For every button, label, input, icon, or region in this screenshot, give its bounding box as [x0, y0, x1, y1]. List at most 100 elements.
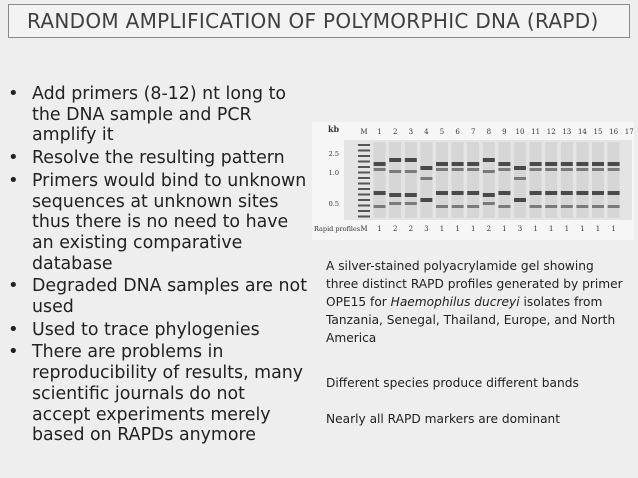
gel-band [420, 177, 433, 180]
gel-profile-label: M [360, 225, 367, 233]
gel-lane-smear [373, 142, 386, 218]
gel-profile-label: 1 [502, 225, 506, 233]
gel-band [404, 193, 417, 197]
gel-profile-label: 2 [393, 225, 397, 233]
gel-marker-band [358, 144, 370, 146]
gel-band [436, 205, 448, 208]
gel-size-label: 1.0 [329, 169, 339, 177]
gel-band [576, 168, 589, 171]
gel-size-labels: 2.5 1.0 0.5 [329, 150, 339, 208]
gel-band [607, 162, 620, 166]
gel-band [592, 162, 604, 166]
gel-figure: kb M 1 2 3 4 5 6 7 8 9 10 11 12 13 14 15 16 17 2.51.00.5 … [312, 122, 634, 240]
figure-caption: A silver-stained polyacrylamide gel show… [326, 257, 626, 347]
gel-band [560, 191, 573, 195]
gel-marker-band [358, 215, 370, 218]
gel-lane-labels: M 1 2 3 4 5 6 7 8 9 10 11 12 13 14 15 16 17 [360, 128, 633, 136]
gel-band [389, 170, 402, 173]
gel-profile-label: 1 [596, 225, 600, 233]
bullet-text: There are problems in reproducibility of… [32, 342, 304, 446]
gel-lane-label: 1 [377, 128, 381, 136]
gel-band [404, 170, 417, 173]
caption-species: Haemophilus ducreyi [390, 295, 520, 309]
gel-band [467, 168, 480, 171]
gel-band [482, 170, 495, 173]
gel-lane-label: 9 [502, 128, 506, 136]
gel-band [373, 205, 386, 208]
gel-lane-smear [529, 142, 542, 218]
gel-band [560, 162, 573, 166]
gel-profile-label: 3 [424, 225, 428, 233]
gel-lane-smear [560, 142, 573, 218]
gel-lane-label: 12 [547, 128, 556, 136]
gel-band [498, 191, 511, 195]
gel-marker-band [358, 149, 370, 152]
gel-band [529, 191, 542, 195]
gel-band [436, 162, 448, 166]
gel-band [451, 162, 464, 166]
bullet-text: Used to trace phylogenies [32, 319, 260, 340]
gel-band [529, 168, 542, 171]
gel-size-label: 2.5 [329, 150, 339, 158]
gel-lane-smear [607, 142, 620, 218]
gel-lane-smear [451, 142, 464, 218]
bullet-item: • Used to trace phylogenies [8, 318, 308, 341]
gel-band [592, 205, 604, 208]
gel-lane-label: 3 [409, 128, 413, 136]
gel-band [592, 191, 604, 195]
gel-marker-band [358, 177, 370, 179]
gel-band [482, 193, 495, 197]
gel-marker-band [358, 188, 370, 190]
gel-band [498, 162, 511, 166]
note-dominant-markers: Nearly all RAPD markers are dominant [326, 412, 561, 426]
gel-marker-band [358, 210, 370, 212]
gel-lane-smear [592, 142, 604, 218]
gel-lane-label: 2 [393, 128, 397, 136]
gel-marker-band [358, 193, 370, 196]
gel-profile-label: 1 [549, 225, 553, 233]
bullet-item: • There are problems in reproducibility o… [8, 342, 308, 446]
gel-band [514, 166, 526, 170]
gel-lane-smear [576, 142, 589, 218]
gel-profile-label: 1 [565, 225, 569, 233]
gel-marker-ladder [358, 144, 370, 218]
gel-band [373, 168, 386, 171]
bullet-item: • Primers would bind to unknown sequences… [8, 170, 308, 275]
gel-lane-label: 7 [471, 128, 475, 136]
gel-lane-label: 8 [487, 128, 491, 136]
caption-text: A silver-stained polyacrylamide gel show… [326, 259, 623, 309]
gel-profile-label: 2 [409, 225, 413, 233]
gel-band [373, 162, 386, 166]
gel-lane-smear [389, 142, 402, 218]
gel-band [373, 191, 386, 195]
gel-lanes [373, 142, 620, 218]
gel-unit-label: kb [328, 124, 340, 134]
gel-profile-label: 1 [611, 225, 615, 233]
gel-lane-smear [545, 142, 558, 218]
gel-band [514, 198, 526, 202]
bullet-text: Primers would bind to unknown sequences … [32, 170, 307, 274]
gel-marker-band [358, 171, 370, 174]
gel-marker-band [358, 199, 370, 201]
gel-lane-label: 17 [625, 128, 634, 136]
gel-lane-label: M [360, 128, 367, 136]
gel-lane-smear [467, 142, 480, 218]
bullet-text: Degraded DNA samples are not used [32, 276, 308, 318]
gel-lane-label: 11 [531, 128, 540, 136]
gel-band [498, 168, 511, 171]
bullet-dot-icon: • [8, 318, 19, 340]
gel-lane-label: 5 [440, 128, 444, 136]
gel-band [514, 177, 526, 180]
bullet-text: Resolve the resulting pattern [32, 148, 285, 169]
gel-band [560, 168, 573, 171]
gel-band [482, 158, 495, 162]
gel-lane-label: 4 [424, 128, 429, 136]
gel-band [451, 205, 464, 208]
gel-profile-label: 1 [533, 225, 537, 233]
gel-band [529, 205, 542, 208]
bullet-dot-icon: • [8, 275, 19, 297]
gel-band [404, 202, 417, 205]
gel-lane-label: 6 [455, 128, 460, 136]
gel-band [482, 202, 495, 205]
caption-text-end: isolates from Tanzania, Senegal, Thailan… [326, 295, 616, 345]
